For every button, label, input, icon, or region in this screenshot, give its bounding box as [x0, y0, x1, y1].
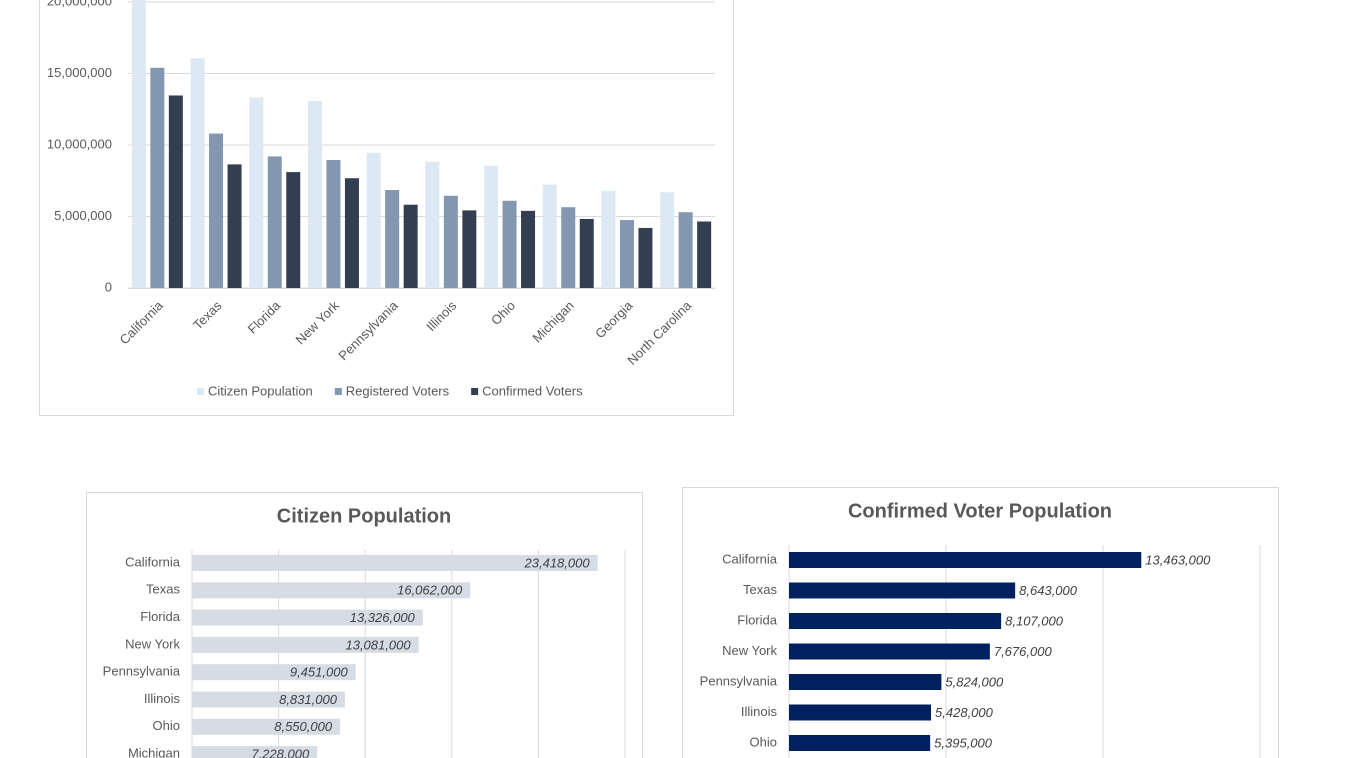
bar [502, 200, 517, 288]
bar [425, 161, 440, 288]
y-tick-label: 5,000,000 [54, 208, 112, 223]
bar [660, 192, 675, 288]
bar [267, 156, 282, 288]
bar [307, 100, 322, 288]
bar [192, 691, 345, 708]
legend-label: Registered Voters [346, 383, 450, 398]
data-label: 9,451,000 [290, 665, 349, 680]
data-label: 13,326,000 [350, 610, 416, 625]
data-label: 8,831,000 [279, 692, 338, 707]
bar [286, 172, 301, 288]
data-label: 8,550,000 [274, 719, 333, 734]
bar [326, 160, 341, 288]
bar [484, 165, 499, 288]
bar [789, 735, 931, 751]
y-tick-label: Florida [140, 609, 181, 624]
bar [697, 221, 712, 288]
y-tick-label: Ohio [153, 718, 180, 733]
bar [678, 212, 693, 288]
y-tick-label: 10,000,000 [47, 136, 112, 151]
legend-label: Citizen Population [208, 383, 313, 398]
y-tick-label: Pennsylvania [700, 673, 778, 688]
bar [521, 210, 536, 288]
bar [789, 552, 1142, 568]
bar [209, 133, 224, 288]
y-tick-label: New York [125, 636, 180, 651]
bar [192, 746, 318, 758]
bar [192, 555, 598, 571]
bar [789, 613, 1002, 629]
bar [443, 195, 458, 288]
data-label: 7,228,000 [251, 747, 310, 758]
bar [561, 207, 576, 288]
y-tick-label: California [722, 551, 778, 566]
bar [638, 227, 653, 288]
y-tick-label: New York [722, 643, 777, 658]
bar [385, 190, 400, 288]
data-label: 13,081,000 [345, 637, 411, 652]
bar [789, 704, 932, 721]
bar [789, 582, 1016, 599]
bar [249, 97, 264, 288]
bar [192, 718, 341, 735]
bar [150, 67, 165, 288]
y-tick-label: Michigan [128, 746, 180, 758]
bar [168, 95, 183, 289]
legend-label: Confirmed Voters [482, 383, 583, 398]
data-label: 8,107,000 [1005, 613, 1064, 628]
legend-swatch [197, 388, 204, 395]
legend-swatch [471, 388, 479, 395]
y-tick-label: Pennsylvania [103, 664, 181, 679]
bar [579, 218, 594, 288]
bar [192, 582, 471, 599]
bar [192, 664, 356, 681]
y-tick-label: 0 [105, 279, 112, 294]
bar [462, 210, 477, 288]
data-label: 5,395,000 [934, 735, 993, 750]
bar [344, 178, 359, 288]
bar [227, 164, 242, 288]
bar [192, 609, 423, 626]
bar [542, 184, 557, 288]
bar [601, 190, 616, 288]
y-tick-label: Texas [743, 582, 777, 597]
bar [789, 643, 990, 660]
data-label: 5,824,000 [945, 674, 1004, 689]
data-label: 13,463,000 [1145, 552, 1211, 567]
bar [619, 220, 634, 288]
bar [366, 152, 381, 288]
plot-area [131, 0, 712, 289]
chart-title: Citizen Population [277, 505, 451, 527]
y-tick-label: Illinois [741, 704, 778, 719]
bar [190, 58, 205, 288]
bar [131, 0, 146, 289]
y-tick-label: Florida [737, 612, 778, 627]
y-tick-label: Ohio [750, 734, 777, 749]
y-tick-label: California [125, 554, 181, 569]
data-label: 23,418,000 [524, 555, 591, 570]
legend-swatch [334, 388, 342, 395]
data-label: 7,676,000 [994, 644, 1053, 659]
chart-title: Confirmed Voter Population [848, 500, 1112, 522]
bar [403, 204, 418, 288]
y-tick-label: 20,000,000 [47, 0, 112, 8]
data-label: 16,062,000 [397, 583, 463, 598]
bar [192, 636, 419, 653]
data-label: 5,428,000 [935, 705, 994, 720]
data-label: 8,643,000 [1019, 583, 1078, 598]
y-tick-label: 15,000,000 [47, 65, 112, 80]
bar [789, 674, 942, 690]
y-tick-label: Texas [146, 582, 180, 597]
y-tick-label: Illinois [144, 691, 181, 706]
